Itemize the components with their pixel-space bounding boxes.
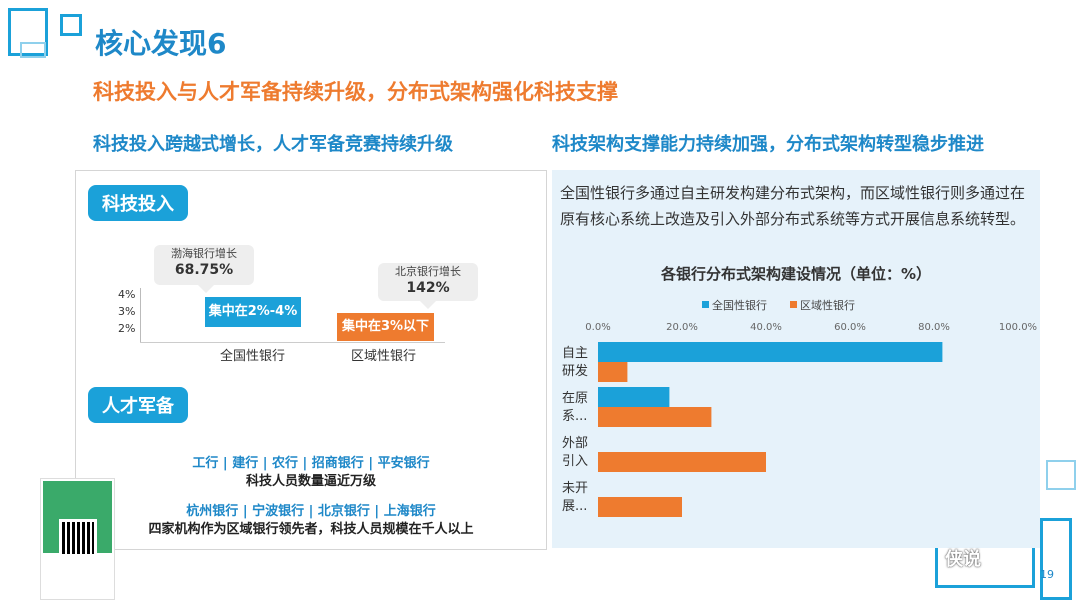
bar-1-3 xyxy=(598,497,682,517)
page-subtitle: 科技投入与人才军备持续升级，分布式架构强化科技支撑 xyxy=(93,80,618,104)
category-label: 引入 xyxy=(562,454,588,469)
x-tick-label: 60.0% xyxy=(834,322,866,333)
decorative-square xyxy=(20,42,46,58)
bar-1-2 xyxy=(598,452,766,472)
category-label: 系... xyxy=(562,409,587,424)
decorative-square xyxy=(1040,518,1072,600)
bar-1-0 xyxy=(598,362,628,382)
bar-1-1 xyxy=(598,407,712,427)
regional-banks-list: 杭州银行 | 宁波银行 | 北京银行 | 上海银行 xyxy=(186,504,436,519)
callout-bohai-name: 渤海银行增长 xyxy=(171,247,237,260)
category-label: 在原 xyxy=(562,391,588,406)
callout-bohai-value: 68.75% xyxy=(174,262,234,279)
category-label: 研发 xyxy=(562,363,588,379)
category-national: 全国性银行 xyxy=(220,349,286,364)
tech-investment-label: 科技投入 xyxy=(88,185,188,221)
page-title: 核心发现6 xyxy=(95,27,227,60)
callout-beijing-value: 142% xyxy=(406,280,450,297)
right-column-heading: 科技架构支撑能力持续加强，分布式架构转型稳步推进 xyxy=(552,134,984,155)
x-tick-label: 100.0% xyxy=(999,322,1037,333)
callout-beijing-name: 北京银行增长 xyxy=(395,265,461,278)
y-tick-2: 2% xyxy=(118,322,136,335)
legend-label-1: 区域性银行 xyxy=(800,298,855,312)
national-banks-list: 工行 | 建行 | 农行 | 招商银行 | 平安银行 xyxy=(192,456,430,471)
bar-chart: 全国性银行 区域性银行 0.0% 20.0% 40.0% 60.0% 80.0% 100.0%… xyxy=(562,298,1037,517)
left-panel xyxy=(75,170,547,550)
decorative-square xyxy=(8,8,48,56)
left-column-heading: 科技投入跨越式增长，人才军备竞赛持续升级 xyxy=(93,134,453,155)
category-label: 未开 xyxy=(562,481,588,496)
callout-bohai: 渤海银行增长 68.75% xyxy=(154,245,254,293)
legend-label-0: 全国性银行 xyxy=(712,298,767,312)
page-number: 19 xyxy=(1040,568,1054,581)
talent-label: 人才军备 xyxy=(88,387,188,423)
decorative-square xyxy=(1046,460,1076,490)
decorative-square xyxy=(60,14,82,36)
category-label: 外部 xyxy=(562,436,588,451)
watermark: 侠说 xyxy=(945,549,981,570)
y-axis-line xyxy=(140,288,141,343)
category-regional: 区域性银行 xyxy=(351,349,417,364)
regional-banks-note: 四家机构作为区域银行领先者，科技人员规模在千人以上 xyxy=(148,522,474,537)
category-label: 自主 xyxy=(562,346,588,361)
chart-title: 各银行分布式架构建设情况（单位：%） xyxy=(660,265,932,283)
bar-0-1 xyxy=(598,387,670,407)
x-axis-line xyxy=(140,342,445,343)
regional-range-box: 集中在3%以下 xyxy=(337,313,434,341)
national-range-box: 集中在2%-4% xyxy=(205,297,301,327)
legend-swatch-0 xyxy=(702,301,709,308)
architecture-description: 全国性银行多通过自主研发构建分布式架构，而区域性银行则多通过在原有核心系统上改造… xyxy=(560,184,1026,228)
x-tick-label: 40.0% xyxy=(750,322,782,333)
x-tick-label: 0.0% xyxy=(585,322,610,333)
legend-swatch-1 xyxy=(790,301,797,308)
x-tick-label: 20.0% xyxy=(666,322,698,333)
qr-code-card xyxy=(40,478,115,600)
y-tick-4: 4% xyxy=(118,288,136,301)
bar-0-0 xyxy=(598,342,943,362)
x-tick-label: 80.0% xyxy=(918,322,950,333)
category-label: 展... xyxy=(562,499,587,514)
callout-beijing: 北京银行增长 142% xyxy=(378,263,478,309)
y-tick-3: 3% xyxy=(118,305,136,318)
qr-code-image xyxy=(59,519,97,557)
national-banks-note: 科技人员数量逼近万级 xyxy=(245,474,376,489)
